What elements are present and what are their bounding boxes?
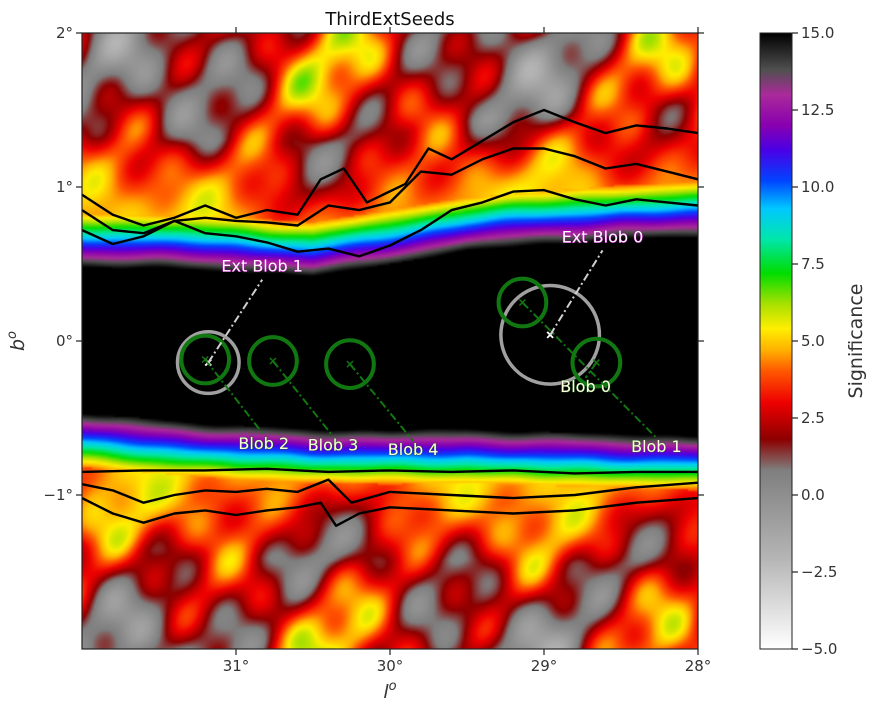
chart-title: ThirdExtSeeds: [324, 9, 454, 30]
x-tick-label-2: 29°: [531, 657, 558, 675]
contour-upper-2: [81, 188, 699, 258]
label-leader-0: [584, 361, 598, 379]
label-leader-5: [549, 249, 604, 336]
contour-upper-0: [81, 108, 699, 227]
colorbar-title: Significance: [845, 284, 867, 399]
colorbar-tick-label-8: −5.0: [801, 640, 837, 658]
y-axis-ticks: 2° 1° 0° −1°: [43, 24, 704, 504]
label-leader-6: [207, 279, 264, 364]
colorbar-tick-label-4: 5.0: [801, 332, 825, 350]
x-axis-title: lo: [383, 679, 396, 703]
ext-blob-circle-0: [499, 283, 602, 386]
x-tick-label-3: 28°: [685, 657, 712, 675]
blob-circle-4: [324, 338, 376, 390]
contour-lines: [81, 108, 699, 527]
y-axis-title-sup: o: [5, 331, 20, 339]
colorbar-tick-label-7: −2.5: [801, 563, 837, 581]
colorbar-tick-label-6: 0.0: [801, 486, 825, 504]
y-tick-label-0: 2°: [56, 24, 73, 42]
colorbar-tick-label-2: 10.0: [801, 178, 834, 196]
blob-markers: Blob 0 Blob 1 Blob 2 Blob 3 Blob 4 Ext Blob 0…: [175, 227, 682, 459]
blob-circle-3: [247, 335, 299, 387]
x-tick-label-0: 31°: [223, 657, 250, 675]
y-axis-title: bo: [5, 331, 29, 351]
x-axis-title-sup: o: [389, 679, 397, 694]
plot-area: Blob 0 Blob 1 Blob 2 Blob 3 Blob 4 Ext Blob 0…: [43, 24, 711, 675]
blob-circle-1: [496, 276, 549, 329]
y-tick-label-1: 1°: [56, 178, 73, 196]
y-axis-title-main: b: [7, 339, 29, 351]
label-leader-4: [349, 363, 414, 442]
ext-blob-circle-1: [175, 330, 241, 396]
colorbar-gradient: [759, 32, 793, 650]
blob-label-6: Ext Blob 1: [221, 257, 303, 276]
colorbar-tick-label-5: 2.5: [801, 409, 825, 427]
contour-upper-1: [81, 147, 699, 235]
contour-lower-0: [81, 467, 698, 475]
x-tick-label-1: 30°: [377, 657, 404, 675]
colorbar: 15.0 12.5 10.0 7.5 5.0 2.5 0.0 −2.5 −5.0 Signifi…: [759, 24, 867, 658]
blob-circle-0: [570, 336, 623, 389]
contour-lower-1: [81, 478, 699, 504]
blob-label-1: Blob 1: [631, 437, 682, 456]
colorbar-tick-label-3: 7.5: [801, 255, 825, 273]
x-axis-ticks: 31° 30° 29° 28°: [223, 27, 712, 675]
blob-label-2: Blob 2: [238, 434, 289, 453]
label-leader-3: [272, 360, 334, 437]
blob-label-3: Blob 3: [308, 435, 359, 454]
blob-circle-2: [179, 333, 232, 386]
blob-label-4: Blob 4: [388, 440, 439, 459]
blob-label-5: Ext Blob 0: [562, 227, 644, 246]
colorbar-tick-label-0: 15.0: [801, 24, 834, 42]
colorbar-ticks: 15.0 12.5 10.0 7.5 5.0 2.5 0.0 −2.5 −5.0: [792, 24, 837, 658]
x-axis-title-main: l: [383, 681, 389, 703]
blob-label-0: Blob 0: [560, 377, 611, 396]
colorbar-tick-label-1: 12.5: [801, 101, 834, 119]
y-tick-label-2: 0°: [56, 332, 73, 350]
contour-lower-2: [81, 496, 699, 527]
y-tick-label-3: −1°: [43, 486, 73, 504]
